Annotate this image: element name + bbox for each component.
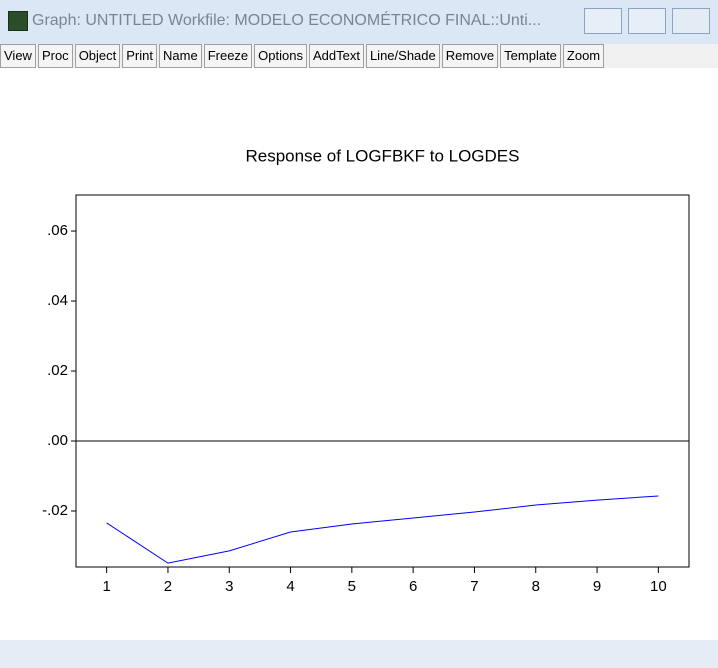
y-tick-label: .00 <box>47 432 68 449</box>
toolbar-button[interactable]: View <box>0 44 36 68</box>
y-tick-label: -.02 <box>42 502 68 519</box>
minimize-button[interactable] <box>584 8 622 34</box>
x-tick-label: 10 <box>650 578 667 595</box>
toolbar-button[interactable]: Object <box>74 44 121 68</box>
y-tick-label: .02 <box>47 362 68 379</box>
maximize-button[interactable] <box>628 8 666 34</box>
x-tick-label: 4 <box>286 578 294 595</box>
toolbar-button[interactable]: Freeze <box>203 44 253 68</box>
toolbar-button[interactable]: Options <box>254 44 307 68</box>
title-bar: Graph: UNTITLED Workfile: MODELO ECONOMÉ… <box>0 0 718 44</box>
toolbar-button[interactable]: Template <box>500 44 561 68</box>
toolbar-button[interactable]: Name <box>159 44 202 68</box>
toolbar-button[interactable]: AddText <box>308 44 364 68</box>
y-tick-label: .06 <box>47 222 68 239</box>
window-title: Graph: UNTITLED Workfile: MODELO ECONOMÉ… <box>32 12 542 29</box>
x-tick-label: 1 <box>102 578 110 595</box>
chart-title: Response of LOGFBKF to LOGDES <box>245 146 519 165</box>
toolbar-button[interactable]: Line/Shade <box>365 44 440 68</box>
x-tick-label: 3 <box>225 578 233 595</box>
y-tick-label: .04 <box>47 292 68 309</box>
toolbar-button[interactable]: Zoom <box>562 44 605 68</box>
line <box>106 495 659 564</box>
toolbar-button[interactable]: Remove <box>441 44 499 68</box>
x-tick-label: 2 <box>164 578 172 595</box>
x-tick-label: 9 <box>593 578 601 595</box>
chart: Response of LOGFBKF to LOGDES -.02 .00 .02.… <box>42 146 690 595</box>
x-tick-label: 8 <box>532 578 540 595</box>
frame-bottom <box>0 640 718 668</box>
x-tick-label: 5 <box>348 578 356 595</box>
app-icon <box>8 11 28 31</box>
x-tick-label: 6 <box>409 578 417 595</box>
x-tick-label: 7 <box>470 578 478 595</box>
plot-frame <box>75 194 690 568</box>
toolbar: View Proc Object Print Name Freeze Options AddT… <box>0 44 718 68</box>
toolbar-button[interactable]: Print <box>122 44 157 68</box>
toolbar-button[interactable]: Proc <box>37 44 73 68</box>
close-button[interactable] <box>672 8 710 34</box>
